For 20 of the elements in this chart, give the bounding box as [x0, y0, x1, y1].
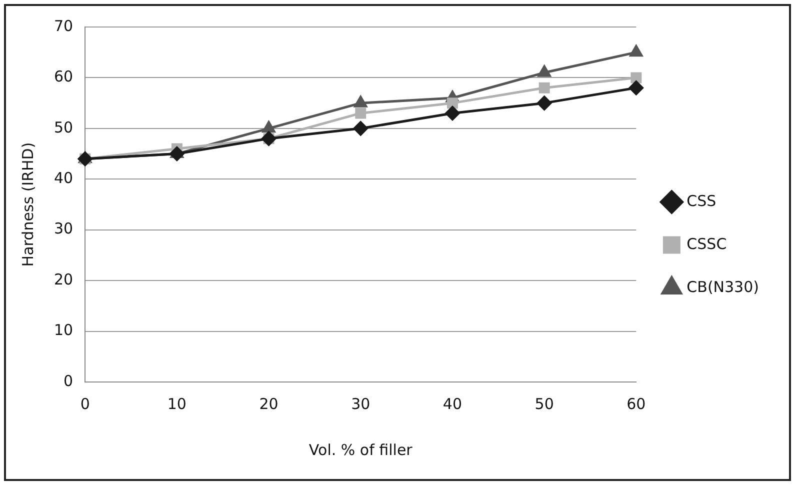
y-tick-label: 10 [54, 321, 74, 340]
legend-label: CB(N330) [686, 278, 760, 296]
x-tick-label: 30 [351, 394, 370, 413]
x-tick-label: 60 [626, 394, 646, 413]
y-tick-label: 50 [54, 118, 74, 136]
y-tick-label: 60 [54, 68, 74, 86]
x-tick-label: 50 [534, 394, 554, 413]
y-tick-label: 0 [64, 372, 74, 390]
x-tick-label: 40 [442, 394, 462, 413]
y-tick-label: 30 [54, 220, 74, 238]
x-tick-label: 10 [167, 394, 186, 413]
y-tick-label: 20 [54, 270, 74, 288]
x-axis-title: Vol. % of filler [308, 440, 414, 459]
y-tick-label: 70 [54, 16, 74, 35]
y-tick-label: 40 [54, 169, 74, 188]
y-axis-title: Hardness (IRHD) [18, 142, 37, 267]
legend-label: CSS [686, 192, 716, 210]
x-tick-label: 0 [80, 394, 90, 413]
legend-label: CSSC [686, 234, 727, 253]
x-tick-label: 20 [259, 394, 278, 413]
